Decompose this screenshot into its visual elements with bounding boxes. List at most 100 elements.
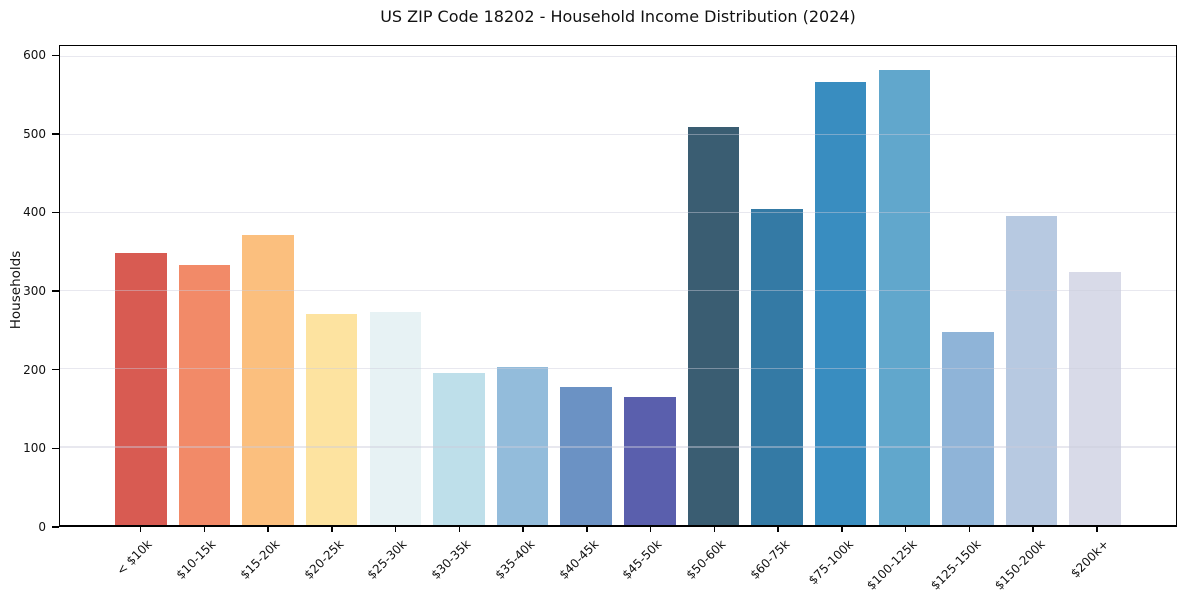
bar [687,126,740,525]
x-tick-mark [777,527,779,532]
x-tick-mark [904,527,907,532]
x-tick-slot: < $10k [108,527,172,590]
x-tick-label: $25-30k [364,537,410,582]
y-tick-label: 200 [23,362,46,377]
x-tick-label: $100-125k [864,537,920,590]
y-tick-label: 0 [38,520,46,534]
x-tick-mark [394,527,397,532]
bar [942,332,994,525]
x-tick-mark [1032,527,1034,532]
x-tick-label: $10-15k [173,537,219,582]
y-tick-label: 500 [23,126,46,141]
bar-slot [236,46,300,525]
x-tick-mark [713,527,716,532]
x-tick-label: $40-45k [556,537,602,582]
x-tick-mark [1096,527,1098,532]
y-tick-mark [52,526,59,528]
x-tick-label: $20-25k [301,537,347,582]
bar [178,264,231,525]
x-tick-mark [139,527,142,532]
bar-slot [682,46,746,525]
bar-slot [427,46,491,525]
bar-slot [300,46,364,525]
bar [751,209,803,525]
y-tick-mark [52,447,59,450]
x-tick-slot: $15-20k [236,527,300,590]
bar-slot [554,46,618,525]
bar [305,314,358,525]
bar [814,81,867,525]
x-tick-slot: $30-35k [427,527,491,590]
x-tick-mark [458,527,461,532]
x-tick-label: $45-50k [619,537,665,582]
x-tick-slot: $75-100k [805,527,873,590]
x-tick-label: $75-100k [805,537,857,588]
bar [624,396,676,525]
bar-slot [873,46,937,525]
x-tick-slot: $100-125k [864,527,937,590]
bar-slot [1000,46,1064,525]
x-tick-label: $15-20k [237,537,283,582]
x-tick-slot: $50-60k [682,527,746,590]
x-tick-label: $200k+ [1067,537,1112,581]
x-tick-mark [586,527,588,532]
y-tick-label: 300 [23,284,46,299]
x-tick-slot: $45-50k [618,527,682,590]
bar-slot [109,46,173,525]
bar-slot [364,46,428,525]
bar [242,235,294,525]
bar-slot [173,46,237,525]
x-tick-slot: $150-200k [992,527,1065,590]
x-tick-label: $150-200k [991,537,1048,590]
bar-slot [491,46,555,525]
y-axis: 0 100 200 300 400 500 600 [0,45,59,534]
bar [496,367,549,525]
y-tick-mark [52,54,59,56]
plot-area [59,45,1177,527]
chart-title: US ZIP Code 18202 - Household Income Dis… [380,7,856,26]
x-tick-slot: $40-45k [554,527,618,590]
bar [878,70,931,525]
x-tick-mark [203,527,206,532]
x-tick-mark [331,527,333,532]
bar [115,253,167,525]
bar [433,372,485,525]
x-tick-slot: $20-25k [299,527,363,590]
bar-slot [745,46,809,525]
x-tick-mark [968,527,971,532]
y-tick-mark [52,369,59,371]
bar [560,387,612,525]
x-tick-mark [649,527,652,532]
x-tick-mark [267,527,269,532]
y-tick-mark [52,211,59,214]
y-tick-label: 100 [23,441,46,456]
x-tick-slot: $200k+ [1064,527,1128,590]
x-tick-slot: $125-150k [928,527,1001,590]
bar [1005,216,1058,525]
bar-slot [809,46,873,525]
bar-slot [1063,46,1127,525]
x-tick-label: $125-150k [927,537,984,590]
bar-slot [936,46,1000,525]
x-tick-label: < $10k [113,537,155,578]
x-tick-label: $35-40k [492,537,538,582]
x-tick-label: $60-75k [747,537,793,582]
x-axis: < $10k $10-15k $15-20k $20-25k $25-30k $30-35… [59,527,1177,590]
bars-container [60,46,1176,525]
bar [1069,271,1121,525]
y-tick-mark [52,290,59,292]
x-tick-slot: $35-40k [491,527,555,590]
x-tick-label: $30-35k [428,537,474,582]
x-tick-label: $50-60k [683,537,729,582]
x-tick-slot: $10-15k [172,527,236,590]
bar-slot [618,46,682,525]
bar [369,312,422,525]
x-tick-mark [522,527,524,532]
x-tick-slot: $60-75k [746,527,810,590]
y-tick-mark [52,133,59,135]
x-tick-mark [841,527,843,532]
y-tick-label: 400 [23,205,46,220]
y-tick-label: 600 [23,48,46,63]
x-tick-slot: $25-30k [363,527,427,590]
